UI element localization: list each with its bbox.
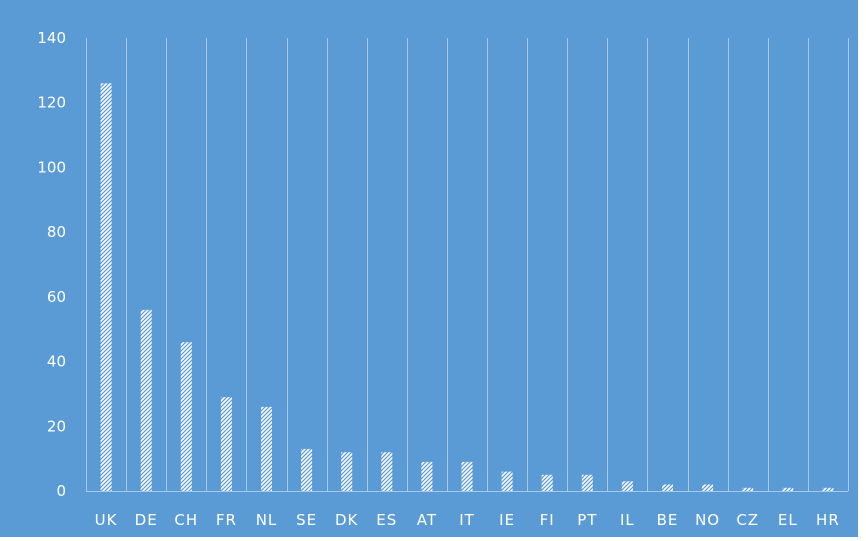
x-tick-label: ES	[376, 511, 397, 529]
bar-ch	[180, 342, 192, 491]
x-tick-label: IT	[459, 511, 475, 529]
bar-pt	[581, 474, 593, 491]
x-tick-label: DK	[335, 511, 359, 529]
x-tick-label: IE	[499, 511, 515, 529]
bar-ie	[501, 471, 513, 491]
y-tick-label: 0	[56, 482, 66, 500]
bar-at	[421, 461, 433, 491]
x-tick-label: CH	[174, 511, 198, 529]
bars	[100, 83, 834, 492]
x-tick-label: HR	[816, 511, 840, 529]
x-tick-label: DE	[135, 511, 158, 529]
x-tick-label: FI	[540, 511, 555, 529]
bar-se	[301, 448, 313, 491]
y-tick-label: 100	[37, 158, 66, 176]
x-tick-label: CZ	[736, 511, 759, 529]
bar-uk	[100, 83, 112, 492]
bar-fr	[220, 397, 232, 491]
bar-dk	[341, 452, 353, 491]
bar-be	[662, 484, 673, 491]
bar-cz	[742, 487, 754, 491]
y-tick-label: 60	[47, 288, 66, 306]
y-tick-label: 120	[37, 94, 66, 112]
bar-no	[702, 484, 714, 491]
x-axis: UK DE CH FR NL SE DK ES AT IT IE FI PT IL BE NO CZ EL HR	[95, 511, 840, 529]
x-tick-label: NO	[695, 511, 720, 529]
bar-it	[461, 461, 473, 491]
x-tick-label: BE	[657, 511, 679, 529]
gridlines	[86, 38, 849, 492]
bar-il	[621, 481, 633, 491]
bar-de	[140, 309, 152, 491]
x-tick-label: UK	[95, 511, 118, 529]
y-tick-label: 40	[47, 353, 66, 371]
x-tick-label: IL	[620, 511, 635, 529]
bar-es	[381, 452, 393, 491]
bar-hr	[822, 487, 834, 491]
y-tick-label: 20	[47, 417, 66, 435]
x-tick-label: NL	[256, 511, 278, 529]
x-tick-label: PT	[577, 511, 597, 529]
x-tick-label: FR	[216, 511, 237, 529]
x-tick-label: SE	[296, 511, 317, 529]
bar-el	[782, 487, 794, 491]
bar-nl	[261, 406, 272, 491]
x-tick-label: AT	[417, 511, 437, 529]
x-tick-label: EL	[778, 511, 798, 529]
y-tick-label: 80	[47, 223, 66, 241]
bar-fi	[541, 474, 553, 491]
y-tick-label: 140	[37, 29, 66, 47]
y-axis: 0 20 40 60 80 100 120 140	[37, 29, 66, 500]
